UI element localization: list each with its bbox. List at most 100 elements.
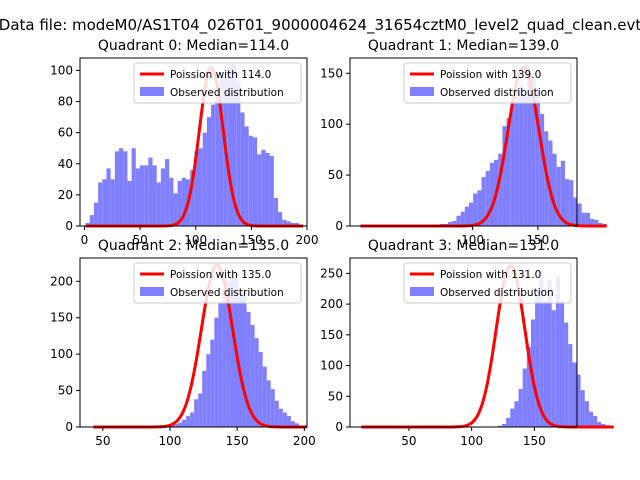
histogram-bar: [238, 292, 243, 427]
x-tick-label: 200: [296, 233, 319, 247]
histogram-bar: [448, 221, 453, 226]
legend-label-observed: Observed distribution: [170, 87, 284, 99]
histogram-bar: [246, 311, 251, 427]
x-tick-label: 50: [95, 434, 110, 448]
quadrant-0-title: Quadrant 0: Median=114.0: [98, 38, 289, 54]
histogram-bar: [240, 112, 245, 226]
x-tick-label: 150: [523, 434, 546, 448]
legend-box: [403, 262, 572, 304]
histogram-bar: [460, 211, 465, 226]
histogram-bar: [552, 153, 557, 226]
legend-label-observed: Observed distribution: [170, 287, 284, 299]
histogram-bar: [572, 362, 577, 427]
histogram-bar: [169, 177, 174, 226]
legend-label-observed: Observed distribution: [440, 287, 554, 299]
histogram-bar: [250, 325, 255, 427]
legend-box: [403, 62, 572, 104]
histogram-bar: [601, 423, 606, 427]
y-tick-label: 200: [50, 274, 73, 288]
histogram-bar: [286, 416, 291, 427]
histogram-bar: [535, 291, 540, 427]
histogram-bar: [156, 182, 161, 226]
legend-label-poisson: Poission with 135.0: [170, 269, 271, 281]
x-tick-label: 100: [159, 434, 182, 448]
histogram-bar: [226, 281, 231, 427]
histogram-bar: [269, 156, 274, 226]
histogram-bar: [152, 165, 157, 226]
quadrant-1-panel: 100 150 0 50 100 150 Quadrant 1: Median=139.0 P…: [320, 38, 608, 247]
histogram-bar: [242, 292, 247, 427]
histogram-bar: [290, 222, 295, 226]
y-tick-label: 150: [320, 328, 343, 342]
axes-frame: [349, 57, 578, 227]
histogram-bar: [211, 104, 216, 226]
y-tick-label: 0: [65, 219, 73, 233]
histogram-bar: [227, 67, 232, 226]
histogram-bar: [230, 276, 235, 427]
histogram-bar: [522, 368, 527, 427]
histogram-bar: [497, 425, 502, 427]
histogram-bar: [273, 198, 279, 226]
histogram-bar: [127, 180, 132, 226]
x-tick-label: 100: [184, 233, 207, 247]
histogram-bar: [178, 422, 183, 427]
histogram-bar: [202, 132, 207, 226]
histogram-bar: [547, 279, 552, 427]
histogram-bar: [590, 218, 595, 226]
histogram-bar: [598, 222, 603, 226]
histogram-bar: [585, 212, 591, 226]
quadrant-3-panel: 50 100 150 0 50 100 150 200 250 Quadrant 3: Media…: [320, 238, 615, 448]
histogram-bar: [498, 153, 503, 226]
histogram-bar: [274, 400, 279, 427]
legend-bar-swatch: [410, 87, 434, 96]
histogram-bar: [174, 424, 179, 427]
histogram-bar: [477, 190, 482, 226]
histogram-bar: [89, 215, 94, 226]
x-tick-label: 150: [226, 434, 249, 448]
x-tick-label: 50: [132, 233, 147, 247]
histogram-bar: [194, 399, 199, 427]
x-tick-label: 50: [401, 434, 416, 448]
histogram-bar: [597, 422, 602, 427]
histogram-bar: [254, 338, 259, 427]
histogram-bar: [569, 180, 574, 226]
figure-suptitle: Data file: modeM0/AS1T04_026T01_90000046…: [0, 16, 640, 35]
histogram-bar: [206, 117, 212, 226]
histogram-bar: [523, 93, 528, 226]
histogram-bar: [514, 401, 519, 427]
histogram-bar: [294, 222, 299, 226]
histogram-bar: [252, 137, 258, 226]
histogram-bar: [489, 162, 495, 226]
histogram-bar: [110, 179, 115, 226]
axes-frame: [79, 57, 308, 227]
histogram-bar: [148, 157, 153, 226]
y-tick-label: 100: [50, 347, 73, 361]
histogram-bar: [551, 310, 556, 427]
histogram-bar: [539, 270, 544, 427]
histogram-bar: [294, 423, 299, 427]
histogram-bar: [194, 151, 199, 226]
histogram-bar: [531, 78, 536, 226]
y-tick-label: 50: [328, 389, 343, 403]
histogram-bar: [535, 91, 540, 226]
histogram-bar: [169, 425, 175, 427]
histogram-bar: [555, 276, 560, 427]
histogram-bar: [139, 165, 145, 226]
histogram-bar: [502, 126, 507, 226]
histogram-bar: [564, 322, 569, 427]
histogram-bar: [468, 202, 474, 226]
x-tick-label: 150: [240, 233, 263, 247]
y-tick-label: 80: [58, 95, 73, 109]
histogram-bar: [527, 73, 532, 227]
histogram-bar: [514, 88, 520, 226]
histogram-bar: [165, 159, 170, 226]
axes-frame: [79, 257, 308, 428]
y-tick-label: 40: [58, 157, 73, 171]
histogram-bar: [266, 380, 271, 427]
histogram-bar: [262, 366, 267, 427]
x-tick-label: 0: [81, 233, 89, 247]
histogram-bar: [218, 303, 223, 427]
legend-box: [133, 62, 302, 104]
y-tick-label: 0: [335, 219, 343, 233]
